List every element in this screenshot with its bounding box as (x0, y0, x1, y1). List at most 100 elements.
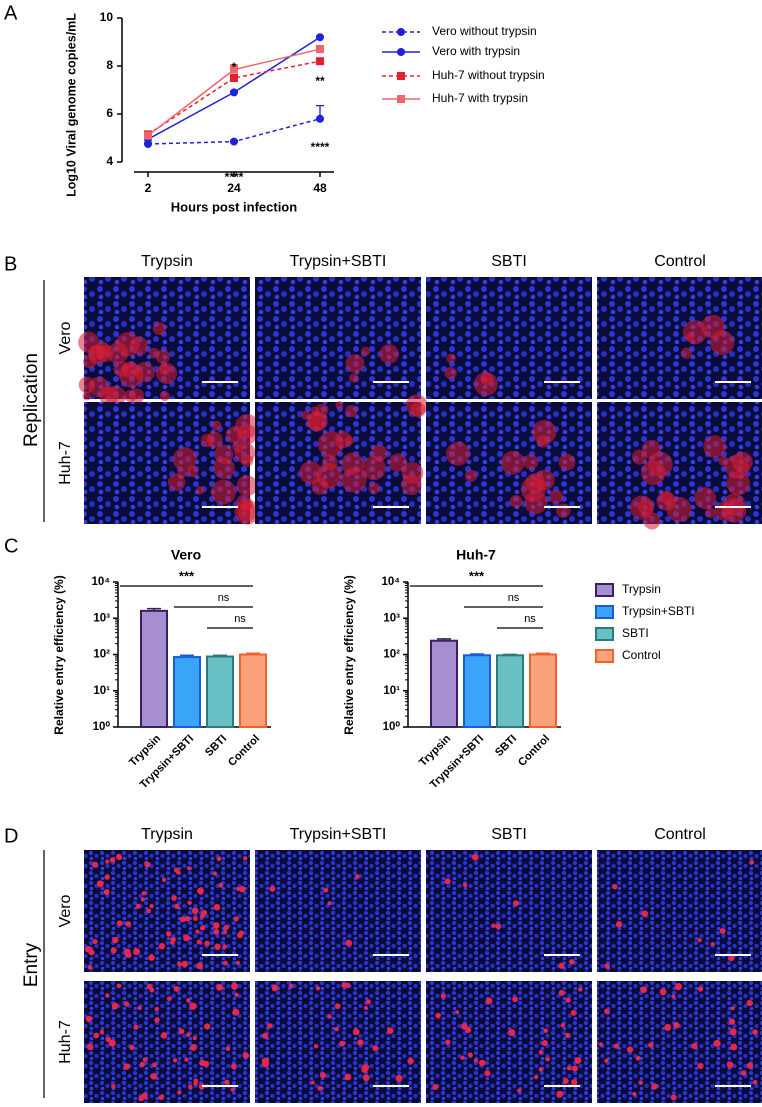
stained-cell (327, 901, 332, 906)
stained-cell (341, 467, 367, 493)
stained-cell (231, 1063, 237, 1070)
legend-label: Vero without trypsin (432, 24, 537, 38)
stained-cell (674, 983, 682, 991)
legend-swatch (595, 605, 614, 619)
stained-cell (713, 1039, 721, 1047)
stained-cell (191, 907, 199, 915)
stained-cell (728, 1018, 736, 1025)
row-label: Vero (57, 321, 74, 354)
stained-cell (216, 856, 222, 862)
stained-cell (538, 1067, 544, 1072)
stained-cell (124, 951, 132, 958)
stained-cell (96, 880, 104, 888)
stained-cell (705, 507, 716, 518)
stained-cell (570, 1009, 577, 1016)
stained-cell (635, 1055, 641, 1061)
stained-cell (357, 1039, 364, 1046)
stained-cell (195, 929, 200, 934)
stained-cell (467, 1052, 473, 1058)
significance: ** (315, 74, 325, 88)
stained-cell (495, 923, 502, 930)
stained-cell (565, 1032, 571, 1038)
stained-cell (223, 924, 229, 931)
stained-cell (604, 1058, 609, 1063)
stained-cell (288, 983, 294, 989)
stained-cell (697, 1062, 704, 1070)
stained-cell (125, 921, 132, 927)
stained-cell (334, 1003, 341, 1009)
stained-cell (218, 882, 224, 888)
stained-cell (345, 405, 358, 418)
stained-cell (171, 895, 177, 901)
stained-cell (323, 887, 329, 893)
column-header: Trypsin+SBTI (290, 253, 387, 270)
stained-cell (178, 1028, 185, 1035)
chart-title: Huh-7 (456, 547, 496, 563)
stained-cell (444, 366, 457, 380)
stained-cell (198, 1083, 205, 1090)
stained-cell (719, 928, 726, 935)
stained-cell (82, 391, 92, 401)
stained-cell (632, 1091, 637, 1097)
micrograph (255, 277, 421, 399)
stained-cell (460, 1022, 468, 1030)
stained-cell (541, 1040, 548, 1047)
stained-cell (88, 949, 95, 956)
stained-cell (200, 925, 206, 931)
stained-cell (446, 441, 470, 466)
stained-cell (354, 874, 360, 879)
stained-cell (181, 960, 189, 968)
y-tick-label: 10⁴ (92, 576, 111, 588)
stained-cell (144, 861, 151, 868)
y-tick-label: 8 (106, 58, 113, 72)
comparison-label: *** (469, 568, 485, 583)
stained-cell (361, 456, 386, 481)
stained-cell (261, 1057, 269, 1065)
stained-cell (752, 1029, 758, 1035)
y-axis-title: Relative entry efficiency (%) (342, 575, 356, 734)
stained-cell (133, 948, 141, 956)
stained-cell (670, 1094, 677, 1101)
stained-cell (598, 1042, 604, 1047)
stained-cell (225, 426, 243, 444)
stained-cell (232, 1008, 240, 1016)
stained-cell (154, 1006, 159, 1012)
stained-cell (613, 1043, 620, 1049)
stained-cell (538, 1049, 544, 1055)
stained-cell (372, 1045, 379, 1052)
stained-cell (129, 336, 149, 356)
stained-cell (512, 900, 519, 907)
stained-cell (388, 453, 407, 472)
stained-cell (149, 347, 160, 359)
stained-cell (239, 885, 246, 893)
stained-cell (213, 928, 220, 935)
y-tick-label: 10² (383, 649, 400, 661)
stained-cell (139, 1061, 146, 1068)
stained-cell (703, 435, 726, 458)
stained-cell (92, 861, 99, 868)
marker (230, 137, 238, 146)
stained-cell (129, 1044, 135, 1050)
legend-label: SBTI (622, 626, 649, 640)
stained-cell (746, 1062, 754, 1069)
stained-cell (87, 964, 93, 970)
stained-cell (363, 1005, 368, 1010)
stained-cell (140, 897, 146, 902)
bar (239, 653, 267, 728)
bar (140, 609, 168, 728)
stained-cell (491, 923, 496, 928)
y-tick-label: 10⁴ (382, 576, 401, 588)
stained-cell (243, 856, 248, 861)
stained-cell (500, 450, 525, 475)
comparison-label: ns (508, 592, 520, 604)
y-tick-label: 10³ (383, 612, 400, 624)
y-tick-label: 10¹ (383, 685, 400, 697)
y-axis-title: Log10 Viral genome copies/mL (64, 13, 78, 197)
stained-cell (231, 982, 239, 990)
stained-cell (212, 871, 217, 876)
stained-cell (480, 372, 494, 386)
stained-cell (464, 469, 478, 482)
stained-cell (348, 373, 359, 383)
stained-cell (167, 473, 186, 492)
group-label: Replication (21, 353, 42, 447)
